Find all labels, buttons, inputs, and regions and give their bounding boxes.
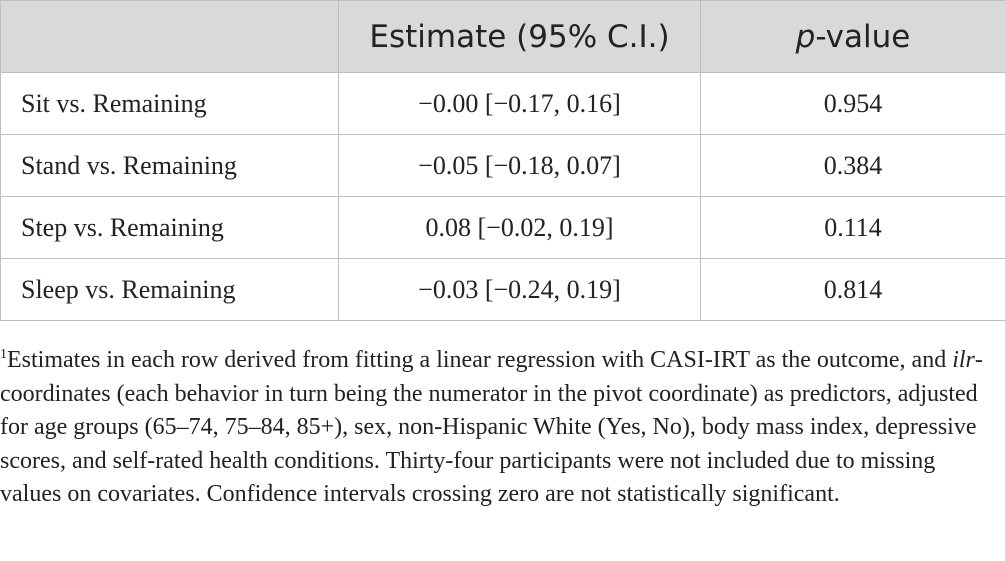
header-pvalue-p: p [795,18,816,55]
table-row: Stand vs. Remaining −0.05 [−0.18, 0.07] … [0,134,1005,197]
footnote-italic-ilr: ilr [952,347,975,373]
header-pvalue: p-value [700,0,1005,73]
row-estimate: 0.08 [−0.02, 0.19] [338,196,701,259]
row-label: Step vs. Remaining [0,196,339,259]
table-row: Step vs. Remaining 0.08 [−0.02, 0.19] 0.… [0,196,1005,259]
row-pvalue: 0.954 [700,72,1005,135]
results-table: Estimate (95% C.I.) p-value Sit vs. Rema… [0,0,1005,321]
header-label-cell [0,0,339,73]
header-row: Estimate (95% C.I.) p-value [0,0,1005,73]
row-label: Sleep vs. Remaining [0,258,339,321]
row-estimate: −0.03 [−0.24, 0.19] [338,258,701,321]
row-estimate: −0.05 [−0.18, 0.07] [338,134,701,197]
row-pvalue: 0.814 [700,258,1005,321]
row-estimate: −0.00 [−0.17, 0.16] [338,72,701,135]
row-pvalue: 0.384 [700,134,1005,197]
footnote-text-part1: Estimates in each row derived from fitti… [7,347,953,373]
header-pvalue-rest: -value [815,18,911,55]
results-table-container: Estimate (95% C.I.) p-value Sit vs. Rema… [0,0,1005,321]
row-pvalue: 0.114 [700,196,1005,259]
footnote-marker: 1 [0,347,7,362]
row-label: Sit vs. Remaining [0,72,339,135]
table-row: Sleep vs. Remaining −0.03 [−0.24, 0.19] … [0,258,1005,321]
table-row: Sit vs. Remaining −0.00 [−0.17, 0.16] 0.… [0,72,1005,135]
footnote-text-part2: -coordinates (each behavior in turn bein… [0,347,983,507]
table-footnote: 1Estimates in each row derived from fitt… [0,338,1000,512]
row-label: Stand vs. Remaining [0,134,339,197]
header-estimate: Estimate (95% C.I.) [338,0,701,73]
